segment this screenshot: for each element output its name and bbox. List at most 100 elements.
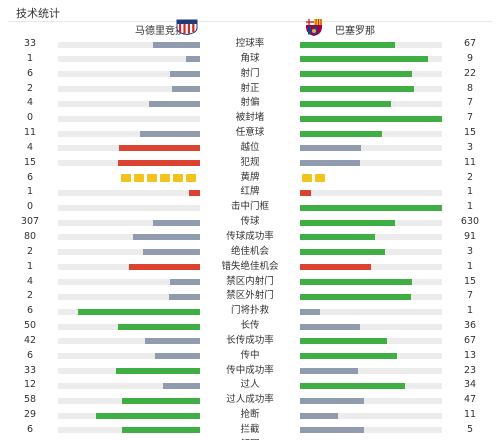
home-value: 33 (23, 38, 37, 49)
away-bar-track (300, 100, 442, 107)
fc-barcelona-crest-icon (306, 19, 322, 36)
stat-row: 50 长传 36 (0, 319, 500, 334)
stat-label: 越位 (240, 141, 260, 153)
away-bar-track (300, 41, 442, 48)
stat-label: 抢断 (240, 409, 260, 421)
home-value: 4 (26, 97, 34, 109)
away-value: 16 (448, 438, 492, 440)
stat-row: 12 过人 34 (0, 378, 500, 393)
stat-row: 6 黄牌 2 (0, 171, 500, 186)
away-bar (300, 145, 361, 152)
home-value: 2 (26, 290, 34, 302)
stat-row: 2 绝佳机会 3 (0, 245, 500, 260)
stat-label: 传中 (240, 349, 260, 361)
stat-row: 4 越位 3 (0, 141, 500, 156)
home-cards (121, 173, 196, 182)
stat-row: 6 拦截 5 (0, 423, 500, 438)
home-value: 2 (26, 245, 34, 257)
stat-row: 1 角球 9 (0, 52, 500, 67)
home-value: 58 (23, 394, 37, 406)
home-bar-track (58, 264, 200, 271)
away-value: 7 (466, 112, 474, 124)
home-value: 42 (23, 334, 37, 346)
away-bar (300, 219, 395, 226)
yellow-card-icon (160, 173, 170, 182)
yellow-card-icon (186, 173, 196, 182)
away-bar (300, 234, 375, 241)
home-bar (78, 308, 200, 315)
home-bar (118, 323, 200, 330)
title-divider (8, 21, 492, 22)
home-value: 6 (26, 423, 34, 435)
stat-row: 0 被封堵 7 (0, 111, 500, 126)
away-team-name: 巴塞罗那 (335, 26, 375, 37)
away-value: 5 (466, 423, 474, 435)
stat-row: 4 禁区内射门 15 (0, 275, 500, 290)
stat-row: 6 射门 22 (0, 67, 500, 82)
home-bar-track (58, 382, 200, 389)
away-value: 67 (463, 334, 477, 346)
away-bar (300, 353, 397, 360)
home-bar (122, 427, 200, 434)
away-bar (300, 397, 364, 404)
away-bar (300, 71, 412, 78)
home-value: 16 (8, 438, 52, 440)
home-bar (129, 264, 200, 271)
away-value: 630 (460, 216, 480, 228)
away-bar (300, 56, 428, 63)
home-bar (153, 41, 200, 48)
stat-label: 射正 (240, 82, 260, 94)
stat-label: 角球 (240, 52, 260, 64)
away-value: 36 (463, 320, 477, 332)
home-value: 11 (23, 127, 37, 139)
away-bar-track (300, 130, 442, 137)
stat-row: 307 传球 630 (0, 215, 500, 230)
home-value: 6 (26, 305, 34, 317)
stat-label: 禁区外射门 (226, 290, 274, 302)
away-bar (300, 293, 411, 300)
away-bar-track (300, 382, 442, 389)
home-value: 6 (26, 171, 34, 183)
home-value: 2 (26, 82, 34, 94)
home-value: 0 (26, 112, 34, 124)
home-value: 1 (26, 260, 34, 272)
away-bar-track (300, 204, 442, 211)
home-value: 1 (26, 186, 34, 198)
away-value: 3 (466, 245, 474, 257)
away-bar (300, 368, 358, 375)
home-bar-track (58, 249, 200, 256)
away-bar (300, 41, 395, 48)
stat-label: 门将扑救 (230, 305, 269, 317)
away-value: 13 (463, 349, 477, 361)
away-value: 7 (466, 97, 474, 109)
home-value: 4 (26, 141, 34, 153)
stat-row: 0 击中门框 1 (0, 200, 500, 215)
stat-label: 射门 (240, 67, 260, 79)
away-bar (300, 160, 360, 167)
away-bar (300, 427, 364, 434)
home-value: 33 (23, 364, 37, 376)
stat-row: 2 禁区外射门 7 (0, 289, 500, 304)
away-bar-track (300, 308, 442, 315)
home-bar (145, 338, 200, 345)
stat-label: 犯规 (240, 156, 260, 168)
home-bar (149, 100, 200, 107)
home-bar (140, 130, 200, 137)
home-bar (116, 368, 200, 375)
home-team-name: 马德里竞技 (135, 26, 185, 37)
away-value: 8 (466, 82, 474, 94)
away-bar (300, 264, 371, 271)
home-bar-track (58, 71, 200, 78)
stat-row: 15 犯规 11 (0, 156, 500, 171)
stat-label: 解围 (207, 438, 293, 440)
stat-label: 过人成功率 (226, 394, 274, 406)
stat-label: 黄牌 (240, 171, 260, 183)
away-bar (300, 308, 320, 315)
stat-row: 58 过人成功率 47 (0, 393, 500, 408)
away-bar-track (300, 189, 442, 196)
home-bar-track (58, 427, 200, 434)
away-value: 22 (463, 67, 477, 79)
home-bar-track (58, 189, 200, 196)
home-bar (143, 249, 200, 256)
home-value: 4 (26, 275, 34, 287)
